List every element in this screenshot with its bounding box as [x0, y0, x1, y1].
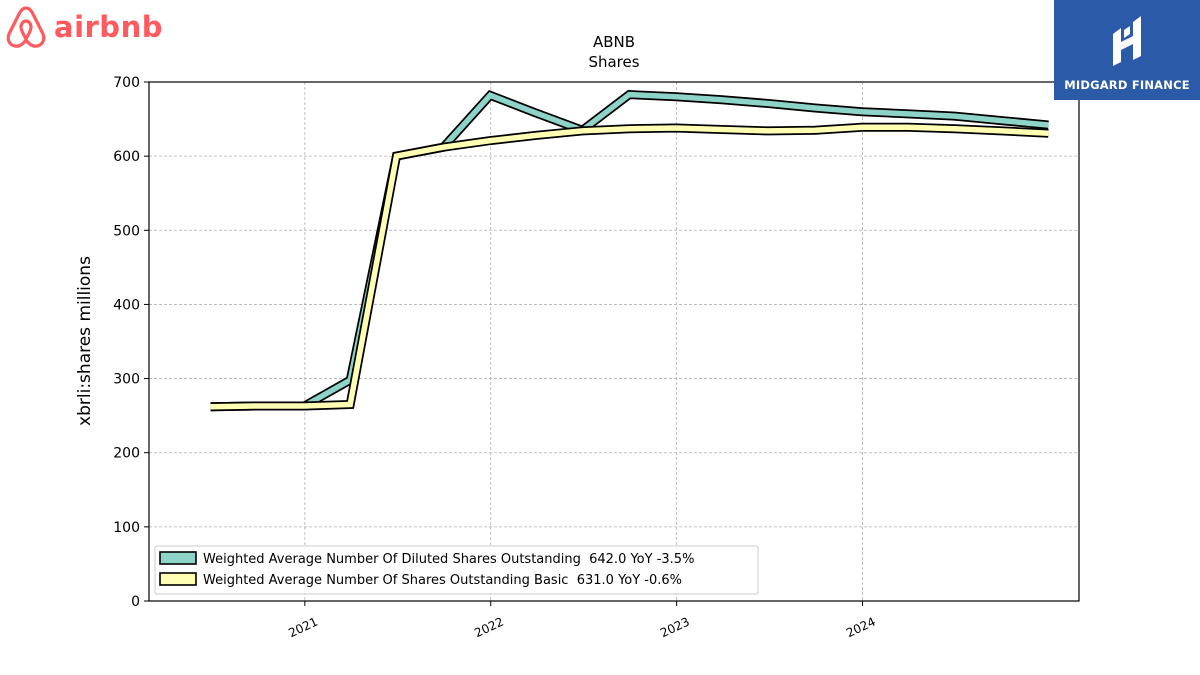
x-tick-label: 2021 [286, 615, 320, 641]
y-axis: 0 100 200 300 400 500 600 700 [113, 75, 149, 610]
airbnb-wordmark: airbnb [54, 10, 163, 44]
series-outline [210, 89, 1049, 412]
legend: Weighted Average Number Of Diluted Share… [154, 545, 759, 595]
y-tick-label: 700 [113, 75, 140, 91]
x-axis: 2021 2022 2023 2024 [286, 601, 878, 641]
y-tick-label: 100 [113, 520, 140, 536]
airbnb-belo-icon [6, 6, 46, 48]
grid-lines [149, 82, 1079, 601]
legend-box [154, 545, 759, 595]
midgard-wordmark: MIDGARD FINANCE [1064, 78, 1190, 92]
y-tick-label: 500 [113, 223, 140, 239]
airbnb-logo: airbnb [4, 4, 163, 50]
y-tick-label: 300 [113, 372, 140, 388]
legend-swatch-diluted [159, 551, 197, 565]
x-tick-label: 2023 [658, 615, 692, 641]
legend-label-diluted: Weighted Average Number Of Diluted Share… [203, 552, 694, 567]
legend-swatch-basic [159, 572, 197, 586]
midgard-emblem-icon [1113, 16, 1141, 66]
plot-frame [148, 81, 1080, 602]
y-tick-label: 600 [113, 149, 140, 165]
y-tick-label: 400 [113, 297, 140, 313]
x-tick-label: 2024 [844, 615, 878, 641]
series-line [210, 91, 1049, 410]
series-1 [210, 122, 1049, 412]
chart-subtitle: Shares [588, 53, 639, 71]
series-outline [210, 122, 1049, 412]
series-layer [210, 89, 1049, 412]
y-axis-label: xbrli:shares millions [75, 256, 95, 426]
y-tick-label: 0 [131, 594, 140, 610]
y-tick-label: 200 [113, 446, 140, 462]
chart-title: ABNB [593, 33, 635, 51]
series-0 [210, 89, 1049, 412]
series-line [210, 124, 1049, 410]
legend-label-basic: Weighted Average Number Of Shares Outsta… [203, 573, 682, 588]
midgard-finance-logo: MIDGARD FINANCE [1054, 0, 1200, 100]
x-tick-label: 2022 [472, 615, 506, 641]
